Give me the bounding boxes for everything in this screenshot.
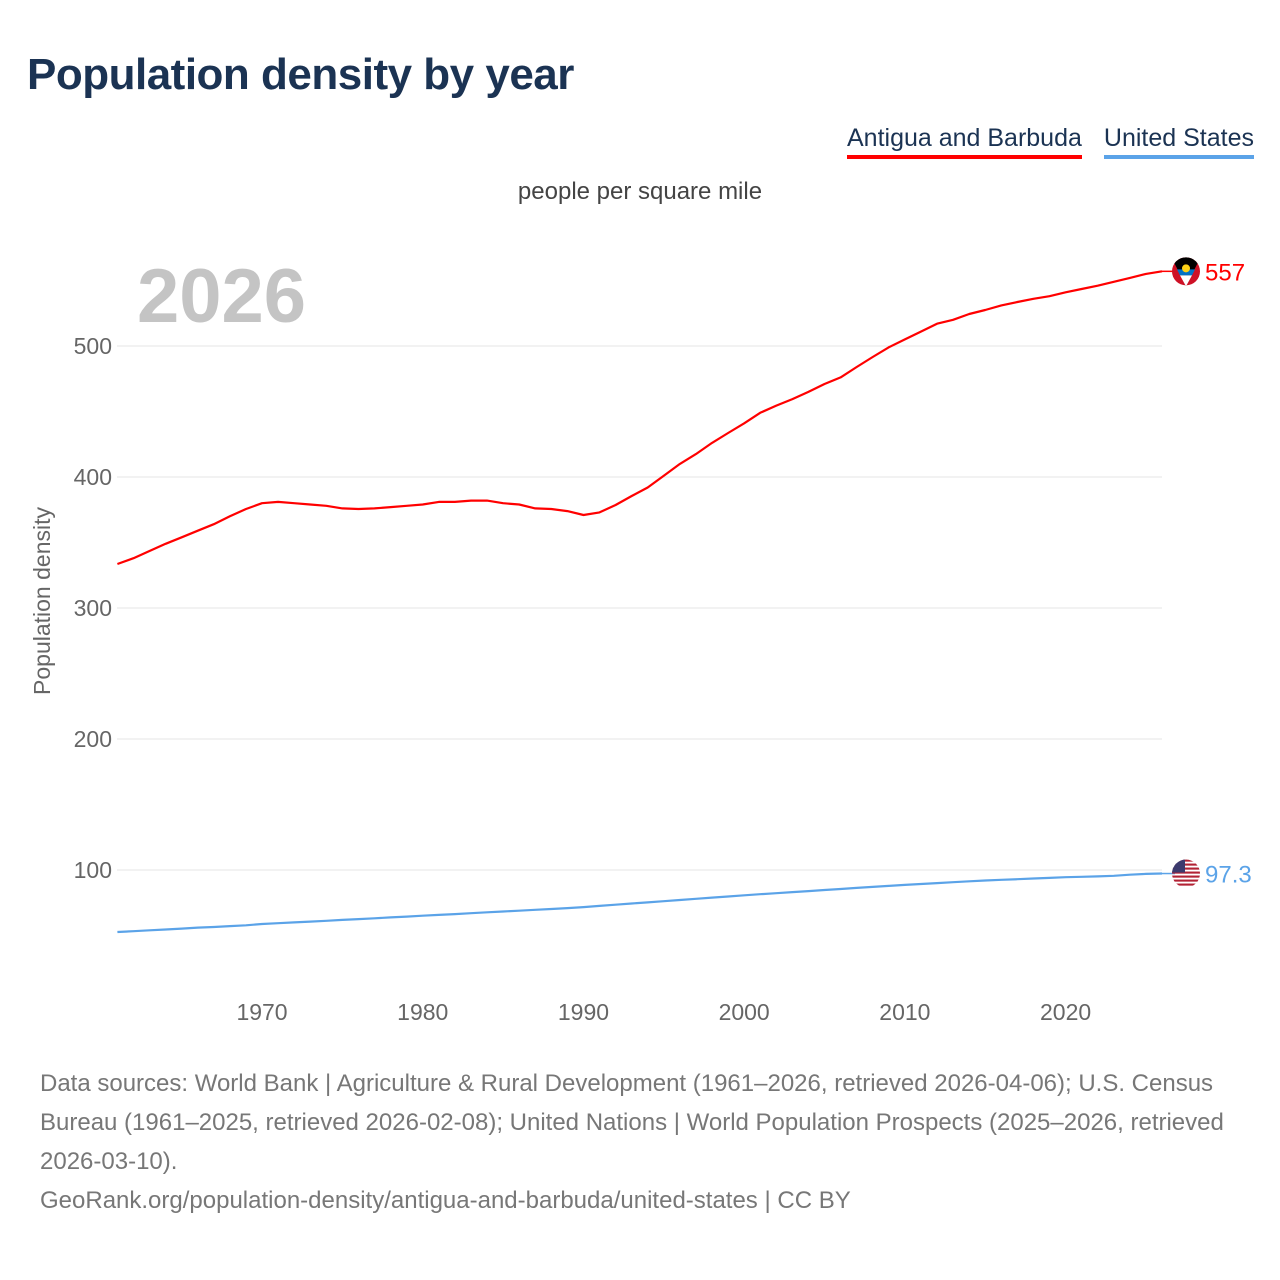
- series-line-united-states: [117, 872, 1163, 934]
- footer: Data sources: World Bank | Agriculture &…: [40, 1064, 1250, 1220]
- x-tick-label: 2020: [1040, 999, 1091, 1025]
- legend-item-antigua[interactable]: Antigua and Barbuda: [846, 124, 1082, 159]
- flag-white: [1180, 275, 1192, 286]
- x-tick-label: 2010: [879, 999, 930, 1025]
- flag-body: [1172, 257, 1200, 286]
- x-tick-label: 1980: [397, 999, 448, 1025]
- legend: Antigua and Barbuda United States: [846, 124, 1254, 159]
- x-tick-label: 1990: [558, 999, 609, 1025]
- source-link[interactable]: GeoRank.org/population-density/antigua-a…: [40, 1187, 851, 1214]
- us-flag-icon: [1172, 859, 1200, 886]
- x-tick-label: 2000: [719, 999, 770, 1025]
- line-chart: 2026 Population density 100 200 300 400 500 1…: [29, 254, 1252, 1025]
- flag-stripe: [1172, 879, 1200, 882]
- flag-stripe: [1172, 867, 1200, 870]
- y-axis-label: Population density: [29, 507, 55, 695]
- flag-stripe: [1172, 859, 1200, 862]
- flag-canton: [1172, 859, 1185, 873]
- flag-stripe: [1172, 883, 1200, 886]
- flag-stripe: [1172, 863, 1200, 866]
- y-tick-label: 100: [74, 857, 112, 883]
- series-line-antigua-and-barbuda: [117, 270, 1163, 566]
- end-value-label: 557: [1205, 259, 1245, 286]
- data-sources: Data sources: World Bank | Agriculture &…: [40, 1070, 1224, 1175]
- units-label: people per square mile: [517, 178, 763, 205]
- end-value-label: 97.3: [1205, 862, 1252, 889]
- y-tick-label: 300: [74, 595, 112, 621]
- flag-stripe: [1172, 871, 1200, 874]
- y-tick-label: 400: [74, 464, 112, 490]
- flag-body: [1172, 859, 1200, 886]
- legend-item-united-states[interactable]: United States: [1103, 124, 1254, 159]
- x-tick-label: 1970: [236, 999, 287, 1025]
- flag-stripe: [1172, 875, 1200, 878]
- page-title: Population density by year: [27, 50, 574, 99]
- year-watermark: 2026: [137, 254, 306, 339]
- antigua-flag-icon: [1172, 257, 1200, 286]
- y-tick-label: 500: [74, 333, 112, 359]
- flag-sun: [1182, 264, 1190, 273]
- y-tick-label: 200: [74, 726, 112, 752]
